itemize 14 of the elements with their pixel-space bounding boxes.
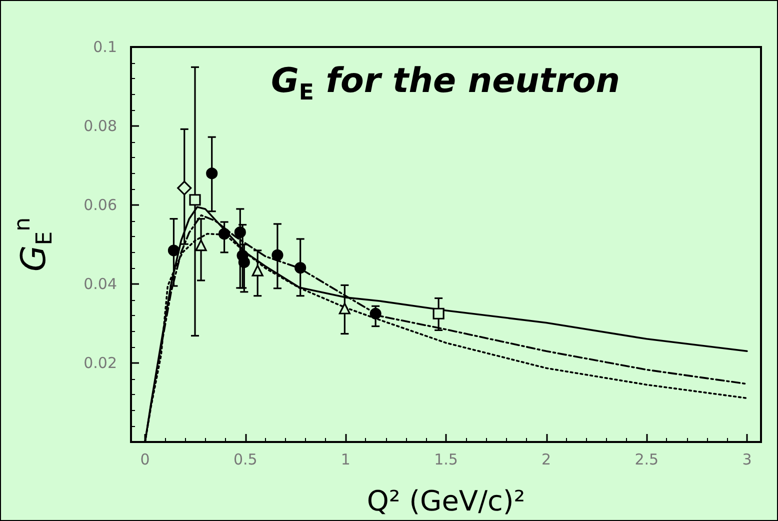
x-tick-label: 2.5 [634, 450, 659, 468]
y-axis-title: GEn [10, 217, 58, 272]
y-tick-label: 0.1 [93, 38, 117, 56]
x-tick-label: 1.5 [434, 450, 458, 468]
x-tick-label: 3 [742, 450, 752, 468]
y-tick-label: 0.08 [84, 117, 117, 135]
x-tick-label: 0.5 [233, 450, 258, 468]
y-tick-label: 0.02 [84, 354, 117, 372]
y-tick-label: 0.04 [84, 275, 117, 293]
y-tick-label: 0.06 [84, 196, 117, 214]
x-axis-title: Q² (GeV/c)² [366, 484, 526, 518]
x-tick-label: 0 [140, 450, 150, 468]
x-tick-label: 2 [542, 450, 552, 468]
x-tick-label: 1 [340, 450, 350, 468]
